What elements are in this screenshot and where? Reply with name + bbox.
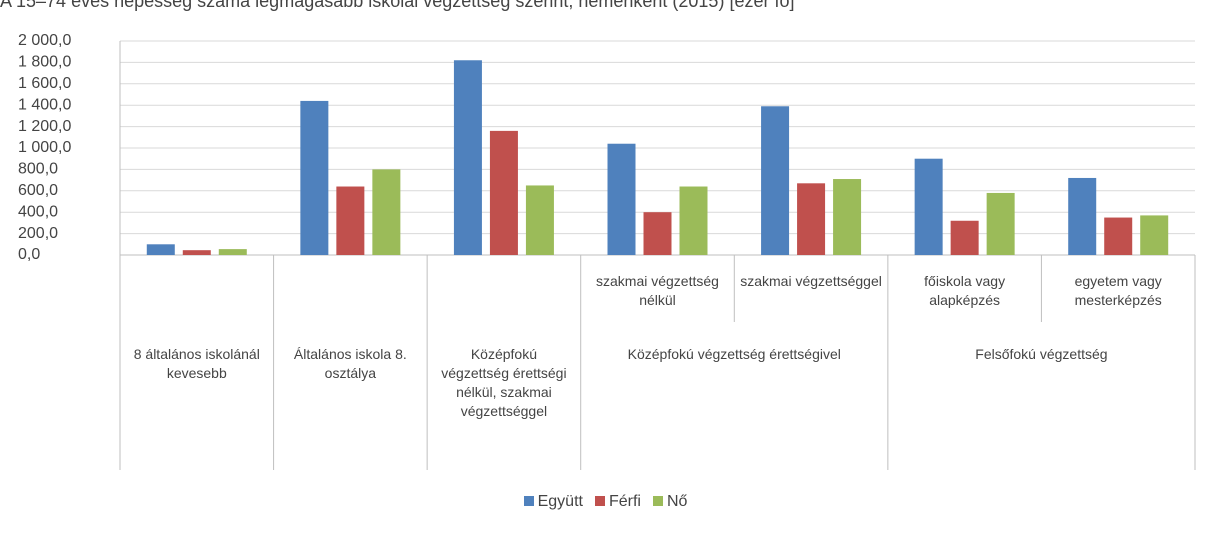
legend-swatch (594, 496, 605, 506)
group-label: Középfokú végzettség érettségi nélkül, s… (441, 346, 567, 419)
bar (607, 143, 636, 255)
x-tick-label: egyetem vagy mesterképzés (1074, 273, 1162, 308)
bar (146, 244, 175, 255)
bar (300, 100, 329, 255)
group-label: Általános iskola 8. osztálya (293, 346, 407, 381)
y-tick-label: 1 800,0 (18, 54, 71, 71)
bar (453, 60, 482, 256)
bar (950, 220, 979, 255)
bar (1104, 217, 1133, 255)
bar (679, 186, 708, 255)
bar (761, 106, 790, 256)
bar (1140, 215, 1169, 255)
x-tick-label: szakmai végzettséggel (740, 273, 882, 289)
y-tick-label: 1 200,0 (18, 118, 71, 135)
y-tick-label: 0,0 (18, 246, 40, 263)
legend-label: Nő (666, 493, 688, 510)
y-tick-label: 2 000,0 (18, 32, 71, 49)
x-tick-label: szakmai végzettség nélkül (596, 273, 719, 308)
bar (182, 250, 211, 255)
bar (986, 192, 1015, 255)
bar (489, 130, 518, 255)
bar (833, 179, 862, 255)
group-label: 8 általános iskolánál kevesebb (133, 346, 260, 381)
legend-label: Férfi (608, 493, 641, 510)
legend-swatch (523, 496, 534, 506)
bar (525, 185, 554, 255)
y-tick-label: 1 600,0 (18, 75, 71, 92)
bar (336, 186, 365, 255)
bar (914, 158, 943, 255)
y-tick-label: 200,0 (18, 225, 58, 242)
legend-label: Együtt (537, 493, 583, 510)
bar (1068, 177, 1097, 255)
y-tick-label: 400,0 (18, 203, 58, 220)
y-tick-label: 1 000,0 (18, 139, 71, 156)
legend-item: Nő (652, 493, 688, 510)
legend-swatch (652, 496, 663, 506)
group-label: Középfokú végzettség érettségivel (627, 346, 841, 362)
legend: Együtt Férfi Nő (0, 493, 1211, 511)
bar (218, 249, 247, 255)
bar (643, 212, 672, 255)
bar (372, 169, 401, 255)
group-label: Felsőfokú végzettség (975, 346, 1108, 362)
bar (797, 183, 826, 255)
chart-title: A 15–74 éves népesség száma legmagasabb … (0, 0, 794, 11)
x-tick-label: főiskola vagy alapképzés (924, 273, 1006, 308)
y-tick-label: 800,0 (18, 161, 58, 178)
legend-item: Férfi (594, 493, 641, 510)
y-tick-label: 1 400,0 (18, 96, 71, 113)
y-tick-label: 600,0 (18, 182, 58, 199)
legend-item: Együtt (523, 493, 583, 510)
